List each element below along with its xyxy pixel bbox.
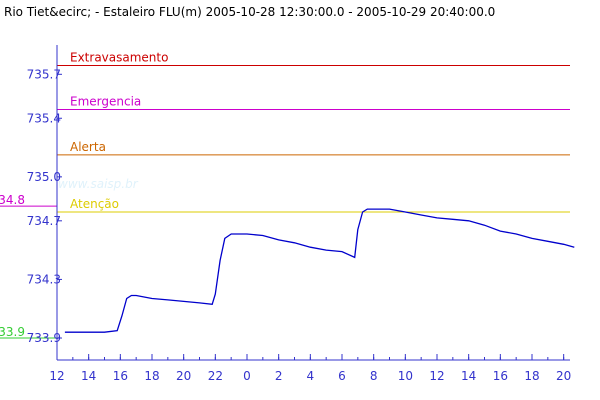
y-tick-label: 734.7 [27, 214, 61, 228]
y-tick-label: 735.7 [27, 67, 61, 81]
y-tick-label: 735.4 [27, 111, 61, 125]
x-tick-label: 14 [81, 369, 96, 383]
x-tick-label: 2 [275, 369, 283, 383]
threshold-label: Alerta [70, 140, 106, 154]
x-tick-label: 16 [113, 369, 128, 383]
x-tick-label: 12 [429, 369, 444, 383]
threshold-label: Extravasamento [70, 51, 168, 65]
x-tick-label: 16 [493, 369, 508, 383]
data-line [64, 208, 575, 333]
marker-label: 734.8 [0, 193, 25, 207]
x-tick-label: 8 [370, 369, 378, 383]
x-tick-label: 18 [524, 369, 539, 383]
x-tick-label: 14 [461, 369, 476, 383]
y-tick-label: 735.0 [27, 170, 61, 184]
x-tick-label: 10 [398, 369, 413, 383]
x-tick-label: 20 [176, 369, 191, 383]
x-tick-label: 22 [208, 369, 223, 383]
y-tick-label: 734.3 [27, 272, 61, 286]
watermark: www.saisp.br [58, 177, 139, 191]
x-tick-label: 12 [49, 369, 64, 383]
threshold-label: Atenção [70, 197, 119, 211]
threshold-label: Emergencia [70, 94, 141, 108]
x-tick-label: 4 [307, 369, 315, 383]
y-tick-label: 733.9 [27, 331, 61, 345]
x-tick-label: 0 [243, 369, 251, 383]
x-tick-label: 18 [144, 369, 159, 383]
x-tick-label: 20 [556, 369, 571, 383]
chart-title: Rio Tiet&ecirc; - Estaleiro FLU(m) 2005-… [4, 5, 495, 19]
marker-label: 733.9 [0, 325, 25, 339]
x-tick-label: 6 [338, 369, 346, 383]
